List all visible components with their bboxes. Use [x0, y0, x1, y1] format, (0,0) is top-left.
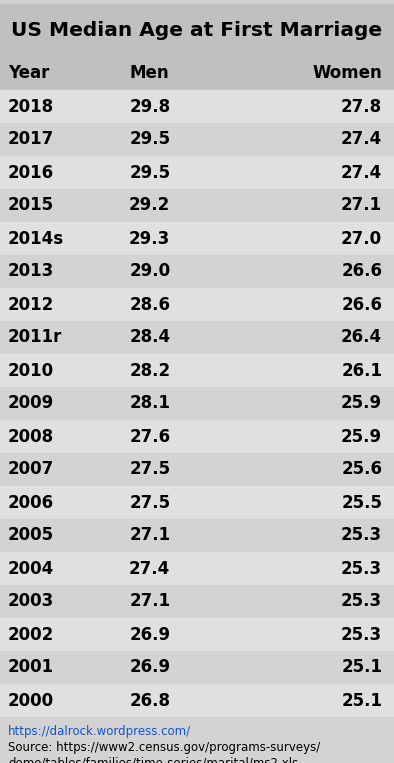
Bar [0, 156, 394, 189]
Text: 29.8: 29.8 [129, 98, 170, 115]
Text: 25.3: 25.3 [341, 559, 382, 578]
Bar [0, 189, 394, 222]
Text: 26.6: 26.6 [341, 295, 382, 314]
Bar [0, 585, 394, 618]
Text: 25.3: 25.3 [341, 626, 382, 643]
Text: 27.4: 27.4 [129, 559, 170, 578]
Text: 25.9: 25.9 [341, 394, 382, 413]
Text: 2009: 2009 [8, 394, 54, 413]
Text: 26.1: 26.1 [341, 362, 382, 379]
Text: 27.4: 27.4 [341, 163, 382, 182]
Text: 27.4: 27.4 [341, 130, 382, 149]
Bar [0, 288, 394, 321]
Text: 2001: 2001 [8, 658, 54, 677]
Bar [0, 717, 394, 763]
Text: 2014s: 2014s [8, 230, 64, 247]
Bar [0, 552, 394, 585]
Text: 2003: 2003 [8, 593, 54, 610]
Text: 29.0: 29.0 [129, 262, 170, 281]
Text: 2013: 2013 [8, 262, 54, 281]
Bar [0, 651, 394, 684]
Bar [0, 453, 394, 486]
Bar [0, 618, 394, 651]
Text: 2000: 2000 [8, 691, 54, 710]
Text: Source: https://www2.census.gov/programs-surveys/: Source: https://www2.census.gov/programs… [8, 741, 320, 754]
Bar [0, 387, 394, 420]
Text: 27.1: 27.1 [129, 593, 170, 610]
Text: Men: Men [130, 64, 169, 82]
Text: 2012: 2012 [8, 295, 54, 314]
Bar [0, 222, 394, 255]
Text: 25.3: 25.3 [341, 593, 382, 610]
Bar [0, 255, 394, 288]
Text: 26.8: 26.8 [129, 691, 170, 710]
Text: 2018: 2018 [8, 98, 54, 115]
Text: 26.9: 26.9 [129, 658, 170, 677]
Bar [0, 420, 394, 453]
Bar [0, 90, 394, 123]
Text: 28.6: 28.6 [129, 295, 170, 314]
Bar [0, 684, 394, 717]
Text: 27.5: 27.5 [129, 494, 170, 511]
Text: 26.4: 26.4 [341, 329, 382, 346]
Text: 2015: 2015 [8, 197, 54, 214]
Bar [0, 486, 394, 519]
Text: 2017: 2017 [8, 130, 54, 149]
Text: 25.1: 25.1 [341, 691, 382, 710]
Text: 27.0: 27.0 [341, 230, 382, 247]
Text: 2011r: 2011r [8, 329, 62, 346]
Text: Women: Women [312, 64, 382, 82]
Text: 27.6: 27.6 [129, 427, 170, 446]
Text: 27.8: 27.8 [341, 98, 382, 115]
Text: 28.4: 28.4 [129, 329, 170, 346]
Text: 2007: 2007 [8, 461, 54, 478]
Text: demo/tables/families/time-series/marital/ms2.xls: demo/tables/families/time-series/marital… [8, 756, 298, 763]
Text: 29.2: 29.2 [129, 197, 170, 214]
Text: US Median Age at First Marriage: US Median Age at First Marriage [11, 21, 383, 40]
Text: 27.1: 27.1 [341, 197, 382, 214]
Text: 25.1: 25.1 [341, 658, 382, 677]
Text: 29.5: 29.5 [129, 163, 170, 182]
Bar [0, 56, 394, 90]
Bar [0, 321, 394, 354]
Text: 2002: 2002 [8, 626, 54, 643]
Text: 25.3: 25.3 [341, 526, 382, 545]
Bar [0, 519, 394, 552]
Text: 27.1: 27.1 [129, 526, 170, 545]
Text: 2008: 2008 [8, 427, 54, 446]
Text: 27.5: 27.5 [129, 461, 170, 478]
Bar [0, 123, 394, 156]
Text: 25.5: 25.5 [341, 494, 382, 511]
Text: 29.5: 29.5 [129, 130, 170, 149]
Text: 26.6: 26.6 [341, 262, 382, 281]
Text: 25.9: 25.9 [341, 427, 382, 446]
Text: 2016: 2016 [8, 163, 54, 182]
Bar [0, 354, 394, 387]
Text: 2004: 2004 [8, 559, 54, 578]
Text: 29.3: 29.3 [129, 230, 170, 247]
Text: 2010: 2010 [8, 362, 54, 379]
Text: 2006: 2006 [8, 494, 54, 511]
Text: 25.6: 25.6 [341, 461, 382, 478]
Text: Year: Year [8, 64, 49, 82]
Bar [0, 4, 394, 56]
Text: 28.1: 28.1 [129, 394, 170, 413]
Text: 26.9: 26.9 [129, 626, 170, 643]
Text: 28.2: 28.2 [129, 362, 170, 379]
Text: https://dalrock.wordpress.com/: https://dalrock.wordpress.com/ [8, 725, 191, 738]
Text: 2005: 2005 [8, 526, 54, 545]
